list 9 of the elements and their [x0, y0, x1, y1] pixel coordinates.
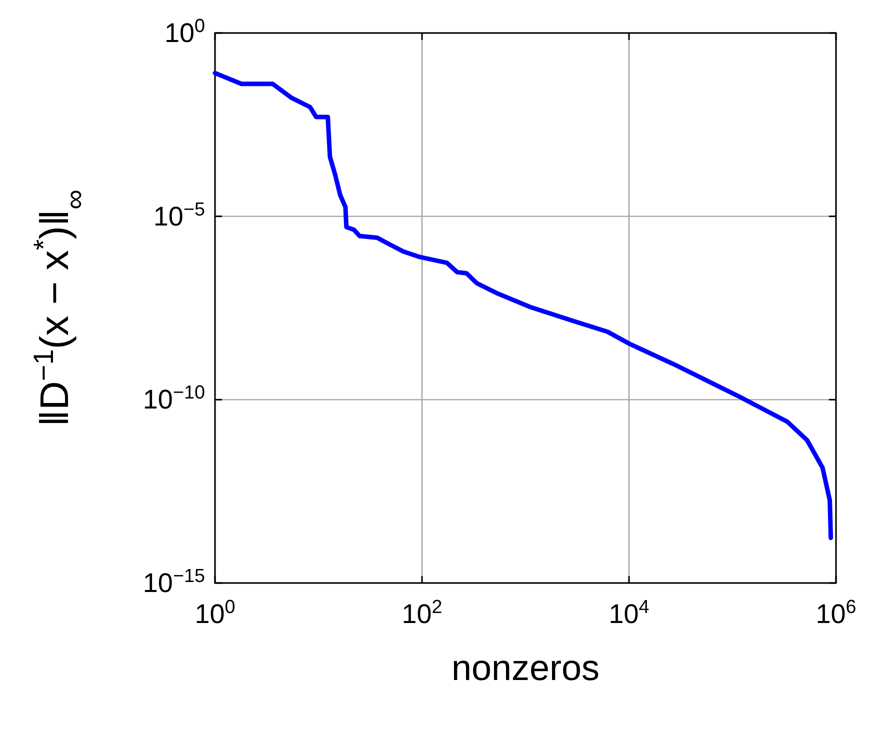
y-tick-label: 10$^{−15}$ — [142, 566, 205, 598]
x-tick-label: 10$^{0}$ — [194, 596, 236, 629]
y-tick-label: 10$^{0}$ — [164, 16, 205, 48]
y-tick-label: 10$^{−5}$ — [153, 198, 205, 232]
x-tick-label: 10$^{4}$ — [608, 596, 650, 629]
y-tick-label: 10$^{−10}$ — [142, 382, 205, 415]
x-tick-label: 10$^{2}$ — [402, 596, 442, 629]
x-tick-label: 10$^{6}$ — [816, 596, 856, 629]
x-axis-title: nonzeros — [451, 647, 600, 688]
